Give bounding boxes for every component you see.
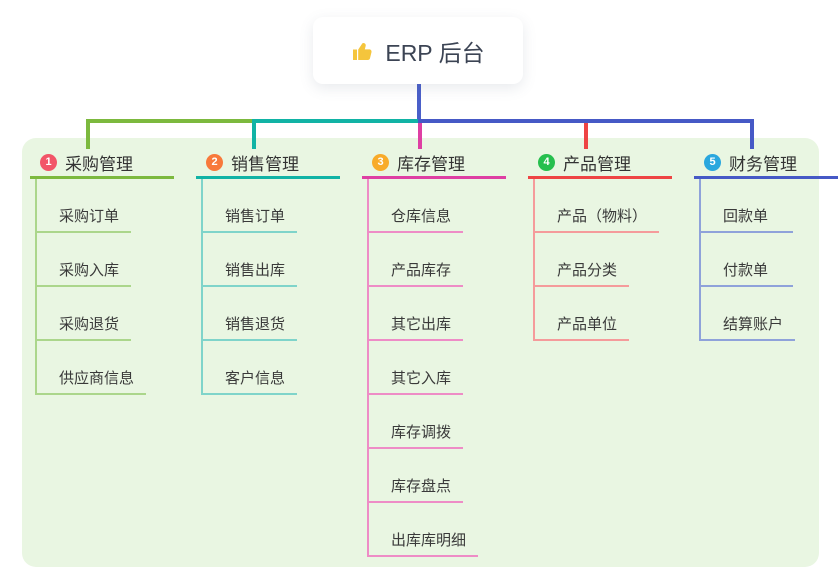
branch-children: 销售订单销售出库销售退货客户信息 xyxy=(201,179,298,395)
child-node[interactable]: 回款单 xyxy=(701,179,793,233)
branches-panel xyxy=(22,138,819,567)
child-node-label: 销售出库 xyxy=(225,262,286,279)
child-node[interactable]: 客户信息 xyxy=(203,341,298,395)
branch-2-stub xyxy=(252,119,256,149)
child-node-label: 供应商信息 xyxy=(59,370,135,387)
branch-children: 产品（物料） 产品分类产品单位 xyxy=(533,179,660,341)
child-node[interactable]: 库存盘点 xyxy=(369,449,464,503)
child-node[interactable]: 采购退货 xyxy=(37,287,132,341)
child-node-label: 采购入库 xyxy=(59,262,120,279)
branch-title: 采购管理 xyxy=(65,155,133,174)
child-node-label: 库存盘点 xyxy=(391,478,452,495)
branch-title: 财务管理 xyxy=(729,155,797,174)
child-node[interactable]: 销售退货 xyxy=(203,287,298,341)
child-node-label: 出库库明细 xyxy=(391,532,467,549)
child-node-label: 采购退货 xyxy=(59,316,120,333)
branch-column-3: 3 库存管理仓库信息产品库存其它出库其它入库库存调拨库存盘点出库库明细 xyxy=(362,149,506,557)
child-node-label: 客户信息 xyxy=(225,370,286,387)
branch-node-4[interactable]: 4 产品管理 xyxy=(528,149,672,179)
child-node-label: 其它入库 xyxy=(391,370,452,387)
child-node-label: 产品单位 xyxy=(557,316,618,333)
branch-3-stub xyxy=(418,119,422,149)
branch-node-2[interactable]: 2 销售管理 xyxy=(196,149,340,179)
child-node[interactable]: 采购入库 xyxy=(37,233,132,287)
child-node-label: 产品（物料） xyxy=(557,208,648,225)
branch-title: 产品管理 xyxy=(563,155,631,174)
branch-column-5: 5 财务管理回款单付款单结算账户 xyxy=(694,149,838,341)
child-node-label: 其它出库 xyxy=(391,316,452,333)
child-node-label: 库存调拨 xyxy=(391,424,452,441)
branch-node-1[interactable]: 1 采购管理 xyxy=(30,149,174,179)
child-node[interactable]: 采购订单 xyxy=(37,179,132,233)
branch-number-badge: 2 xyxy=(206,154,223,171)
branch-number-badge: 3 xyxy=(372,154,389,171)
child-node-label: 结算账户 xyxy=(723,316,784,333)
branch-number-badge: 4 xyxy=(538,154,555,171)
thumbs-up-icon xyxy=(351,39,375,63)
child-node[interactable]: 产品库存 xyxy=(369,233,464,287)
child-node[interactable]: 其它入库 xyxy=(369,341,464,395)
root-node-label: ERP 后台 xyxy=(385,39,485,66)
child-node[interactable]: 销售订单 xyxy=(203,179,298,233)
branch-4-stub xyxy=(584,119,588,149)
child-node[interactable]: 付款单 xyxy=(701,233,793,287)
child-node[interactable]: 产品（物料） xyxy=(535,179,660,233)
child-node-label: 回款单 xyxy=(723,208,769,225)
child-node-label: 采购订单 xyxy=(59,208,120,225)
child-node[interactable]: 结算账户 xyxy=(701,287,796,341)
branch-5-stub xyxy=(750,119,754,149)
root-node[interactable]: ERP 后台 xyxy=(313,17,523,84)
branch-title: 库存管理 xyxy=(397,155,465,174)
bus-segment-right xyxy=(418,119,754,123)
child-node-label: 销售订单 xyxy=(225,208,286,225)
root-connector-line xyxy=(417,84,421,123)
branch-column-2: 2 销售管理销售订单销售出库销售退货客户信息 xyxy=(196,149,340,395)
child-node[interactable]: 仓库信息 xyxy=(369,179,464,233)
child-node-label: 产品分类 xyxy=(557,262,618,279)
child-node[interactable]: 出库库明细 xyxy=(369,503,479,557)
branch-children: 仓库信息产品库存其它出库其它入库库存调拨库存盘点出库库明细 xyxy=(367,179,479,557)
branch-children: 回款单付款单结算账户 xyxy=(699,179,796,341)
branch-number-badge: 5 xyxy=(704,154,721,171)
child-node[interactable]: 销售出库 xyxy=(203,233,298,287)
branch-column-4: 4 产品管理产品（物料） 产品分类产品单位 xyxy=(528,149,672,341)
child-node[interactable]: 库存调拨 xyxy=(369,395,464,449)
branch-node-3[interactable]: 3 库存管理 xyxy=(362,149,506,179)
child-node-label: 销售退货 xyxy=(225,316,286,333)
child-node[interactable]: 供应商信息 xyxy=(37,341,147,395)
branch-title: 销售管理 xyxy=(231,155,299,174)
child-node-label: 仓库信息 xyxy=(391,208,452,225)
child-node[interactable]: 产品分类 xyxy=(535,233,630,287)
bus-segment-middle xyxy=(252,119,422,123)
child-node-label: 产品库存 xyxy=(391,262,452,279)
child-node[interactable]: 产品单位 xyxy=(535,287,630,341)
child-node[interactable]: 其它出库 xyxy=(369,287,464,341)
branch-1-stub xyxy=(86,119,90,149)
child-node-label: 付款单 xyxy=(723,262,769,279)
bus-segment-left xyxy=(86,119,256,123)
branch-node-5[interactable]: 5 财务管理 xyxy=(694,149,838,179)
branch-column-1: 1 采购管理采购订单采购入库采购退货供应商信息 xyxy=(30,149,174,395)
branch-children: 采购订单采购入库采购退货供应商信息 xyxy=(35,179,147,395)
branch-number-badge: 1 xyxy=(40,154,57,171)
